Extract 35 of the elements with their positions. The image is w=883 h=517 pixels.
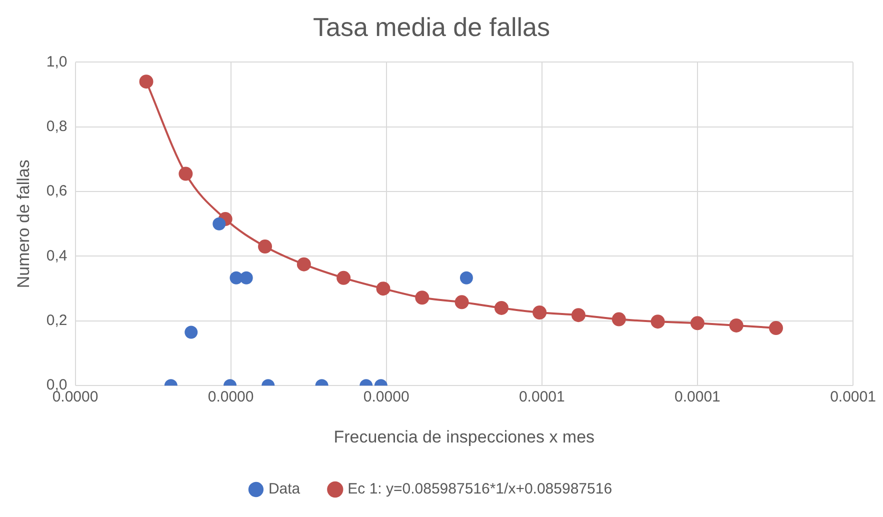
y-tick-label: 1,0 xyxy=(46,53,68,70)
x-tick-label: 0.0000 xyxy=(363,388,410,406)
legend-label: Ec 1: y=0.085987516*1/x+0.085987516 xyxy=(348,480,612,498)
point xyxy=(650,314,665,329)
point xyxy=(729,318,744,332)
y-tick-label: 0,6 xyxy=(46,182,68,200)
point xyxy=(494,300,508,315)
x-tick-label: 0.0000 xyxy=(208,388,254,406)
point xyxy=(258,240,272,254)
x-tick-label: 0.0001 xyxy=(830,388,876,406)
x-tick-label: 0.0001 xyxy=(518,388,565,406)
point xyxy=(296,257,311,272)
point xyxy=(612,312,626,326)
point xyxy=(184,326,198,339)
point xyxy=(460,271,473,284)
x-tick-label: 0.0001 xyxy=(674,388,720,406)
point xyxy=(240,271,253,284)
point xyxy=(690,316,704,330)
point xyxy=(532,306,547,320)
point xyxy=(212,217,226,230)
point xyxy=(454,295,469,310)
y-tick-label: 0,4 xyxy=(46,247,68,264)
legend-label: Data xyxy=(268,480,301,498)
point xyxy=(139,74,154,89)
point xyxy=(336,270,351,285)
point xyxy=(769,321,784,336)
point xyxy=(376,282,390,296)
y-axis-title: Numero de fallas xyxy=(14,160,33,288)
point xyxy=(178,166,193,181)
point xyxy=(571,308,586,322)
chart-title: Tasa media de fallas xyxy=(312,12,550,42)
point xyxy=(415,290,430,305)
y-tick-label: 0,2 xyxy=(46,312,68,330)
y-tick-label: 0,8 xyxy=(46,118,68,136)
x-axis-title: Frecuencia de inspecciones x mes xyxy=(334,427,595,446)
